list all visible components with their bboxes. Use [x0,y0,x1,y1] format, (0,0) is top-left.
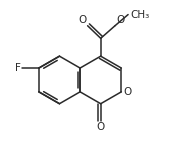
Text: O: O [116,15,124,25]
Text: F: F [15,63,21,73]
Text: CH₃: CH₃ [130,10,149,20]
Text: O: O [97,122,105,132]
Text: O: O [78,15,87,25]
Text: O: O [123,87,132,97]
